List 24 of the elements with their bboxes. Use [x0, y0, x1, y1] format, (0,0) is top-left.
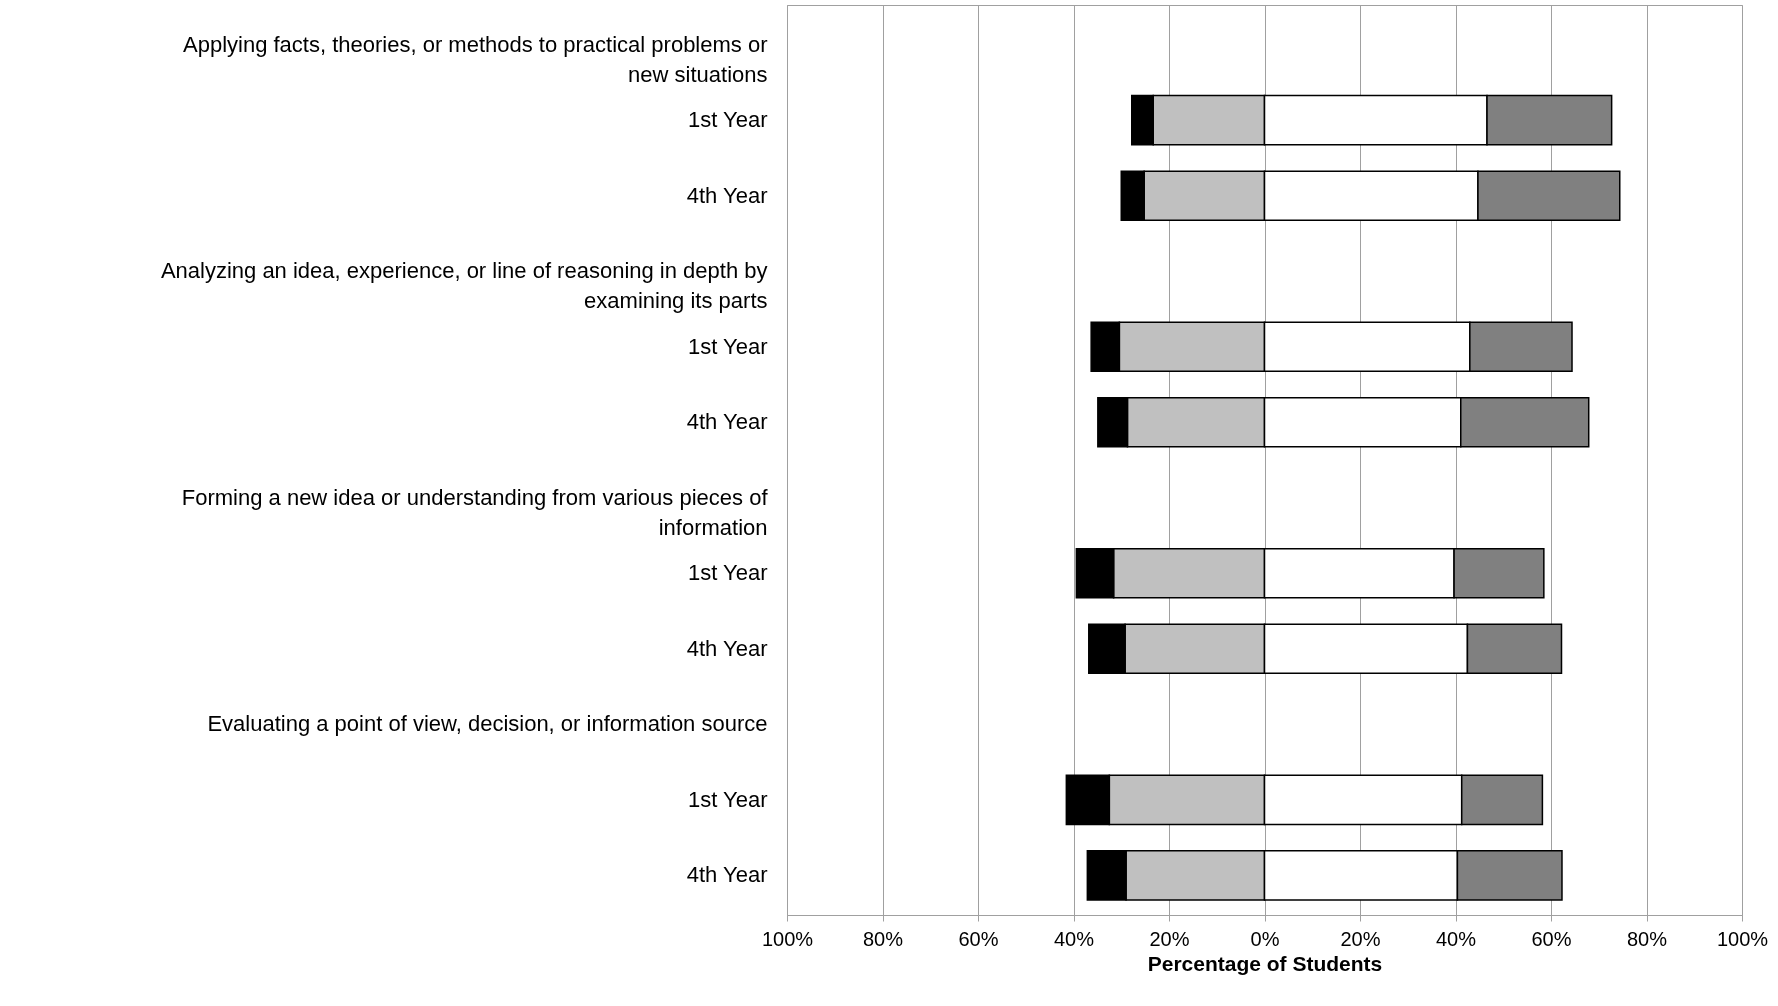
- y-tick-label: Applying facts, theories, or methods to practical problems or new situations: [183, 31, 768, 87]
- y-tick-label: 4th Year: [686, 635, 768, 661]
- y-tick-label: 1st Year: [687, 560, 768, 586]
- x-tick-label: 0%: [1250, 927, 1280, 950]
- x-tick-label: 40%: [1053, 927, 1095, 950]
- x-tick-label: 80%: [862, 927, 904, 950]
- y-tick-label: Evaluating a point of view, decision, or information source: [207, 711, 768, 737]
- y-tick-label: Forming a new idea or understanding from various pieces of information: [181, 484, 769, 540]
- x-axis-title: Percentage of Students: [1147, 951, 1383, 975]
- y-tick-label: Analyzing an idea, experience, or line of reasoning in depth by examining its parts: [160, 258, 768, 314]
- y-tick-label: 1st Year: [687, 786, 768, 812]
- x-tick-label: 100%: [761, 927, 814, 950]
- x-tick-label: 60%: [958, 927, 999, 950]
- y-tick-label: 4th Year: [686, 409, 768, 435]
- x-tick-label: 60%: [1531, 927, 1572, 950]
- x-tick-label: 20%: [1340, 927, 1381, 950]
- y-tick-label: 4th Year: [686, 862, 768, 888]
- x-tick-label: 20%: [1149, 927, 1190, 950]
- x-tick-label: 80%: [1626, 927, 1668, 950]
- x-tick-label: 40%: [1435, 927, 1477, 950]
- y-tick-label: 4th Year: [686, 182, 768, 208]
- x-tick-label: 100%: [1716, 927, 1769, 950]
- y-tick-label: 1st Year: [687, 107, 768, 133]
- y-tick-label: 1st Year: [687, 333, 768, 359]
